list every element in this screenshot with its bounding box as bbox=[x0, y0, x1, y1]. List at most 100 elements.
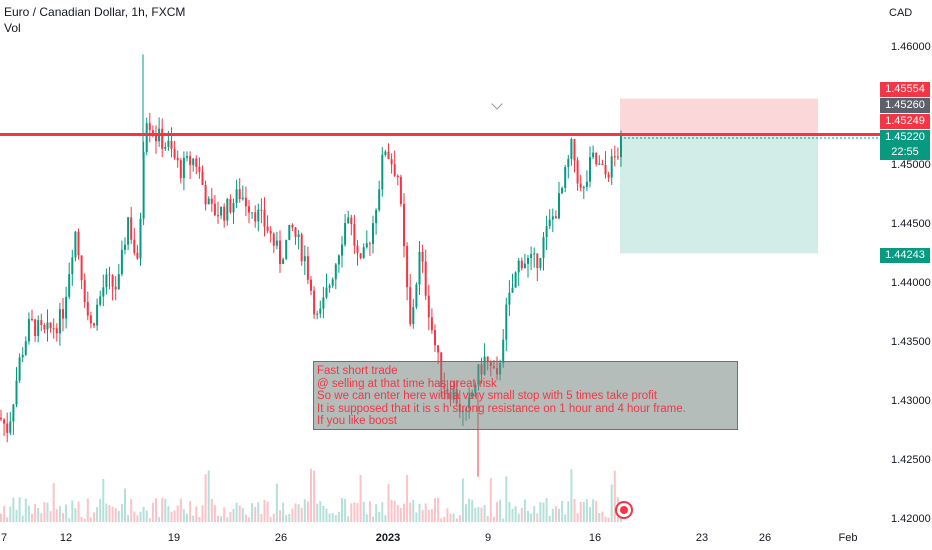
candle-body bbox=[111, 275, 114, 287]
volume-bar bbox=[517, 513, 520, 522]
volume-bar bbox=[523, 499, 526, 522]
volume-bar bbox=[437, 497, 440, 522]
time-axis-tick: 23 bbox=[696, 532, 708, 544]
candle-body bbox=[223, 206, 226, 221]
volume-bar bbox=[567, 501, 570, 522]
candle-body bbox=[117, 274, 120, 290]
candle-body bbox=[244, 197, 247, 207]
volume-bar bbox=[334, 515, 337, 522]
volume-bar bbox=[275, 483, 278, 522]
candle-body bbox=[210, 198, 213, 204]
volume-bar bbox=[468, 498, 471, 522]
candle-body bbox=[319, 308, 322, 314]
candle-body bbox=[368, 243, 371, 245]
candle-body bbox=[523, 263, 526, 269]
candle-body bbox=[353, 224, 356, 246]
volume-bar bbox=[173, 510, 176, 522]
volume-bar bbox=[52, 483, 55, 522]
price-axis-tick: 1.43500 bbox=[891, 336, 931, 348]
volume-bar bbox=[530, 513, 533, 522]
volume-bar bbox=[279, 510, 281, 522]
candle-body bbox=[520, 260, 523, 269]
candle-body bbox=[359, 253, 362, 258]
volume-bar bbox=[111, 506, 114, 522]
candle-body bbox=[527, 257, 529, 264]
candle-body bbox=[570, 139, 573, 159]
volume-bar bbox=[263, 499, 266, 522]
candle-body bbox=[418, 251, 421, 285]
volume-bar bbox=[192, 515, 195, 522]
volume-bar bbox=[539, 502, 542, 522]
volume-bar bbox=[99, 499, 102, 522]
volume-bar bbox=[406, 474, 409, 522]
volume-bar bbox=[155, 498, 157, 522]
candle-body bbox=[189, 156, 192, 166]
volume-label[interactable]: Vol bbox=[4, 21, 21, 35]
volume-bar bbox=[244, 514, 247, 522]
volume-bar bbox=[102, 478, 105, 522]
time-axis-tick: 9 bbox=[485, 532, 491, 544]
volume-bar bbox=[449, 513, 452, 522]
line-price-tag: 1.45249 bbox=[880, 114, 930, 129]
currency-label[interactable]: CAD bbox=[889, 7, 913, 19]
volume-bar bbox=[403, 503, 405, 522]
candle-body bbox=[176, 158, 179, 161]
candle-body bbox=[130, 217, 133, 240]
candle-body bbox=[601, 163, 604, 165]
candle-body bbox=[217, 215, 219, 217]
price-axis-tick: 1.42000 bbox=[891, 513, 931, 525]
volume-bar bbox=[316, 503, 319, 522]
candle-body bbox=[195, 158, 198, 167]
candle-body bbox=[248, 206, 250, 213]
candle-body bbox=[226, 199, 229, 221]
annotation-line: @ selling at that time has great risk bbox=[317, 377, 497, 390]
volume-bar bbox=[96, 507, 99, 522]
volume-bar bbox=[71, 500, 74, 522]
candle-body bbox=[412, 307, 415, 324]
volume-bar bbox=[313, 470, 316, 522]
candle-body bbox=[409, 287, 412, 324]
candle-body bbox=[207, 198, 210, 205]
canada-flag-icon[interactable] bbox=[615, 501, 633, 519]
candle-body bbox=[403, 203, 405, 247]
volume-bar bbox=[412, 500, 415, 522]
volume-bar bbox=[86, 498, 89, 522]
candle-body bbox=[375, 210, 378, 224]
volume-bar bbox=[133, 511, 136, 522]
volume-bar bbox=[272, 513, 275, 522]
candle-body bbox=[74, 231, 77, 258]
volume-bar bbox=[130, 499, 133, 522]
volume-bar bbox=[226, 517, 229, 522]
candle-body bbox=[34, 319, 37, 337]
volume-bar bbox=[341, 498, 343, 522]
symbol-title[interactable]: Euro / Canadian Dollar, 1h, FXCM bbox=[4, 5, 186, 19]
candle-body bbox=[322, 297, 325, 309]
text-annotation[interactable]: Fast short trade @ selling at that time … bbox=[313, 361, 738, 430]
volume-bar bbox=[142, 506, 145, 522]
volume-bar bbox=[533, 506, 536, 522]
volume-bar bbox=[266, 501, 269, 522]
volume-bar bbox=[220, 516, 223, 522]
volume-bar bbox=[465, 504, 467, 522]
volume-bar bbox=[77, 501, 80, 522]
volume-bar bbox=[421, 509, 424, 522]
candle-body bbox=[564, 167, 567, 189]
volume-bar bbox=[179, 498, 182, 522]
candle-body bbox=[155, 134, 157, 142]
volume-bar bbox=[120, 504, 123, 522]
volume-bar bbox=[561, 500, 564, 522]
candle-body bbox=[579, 183, 582, 188]
candle-body bbox=[124, 244, 126, 250]
volume-bar bbox=[486, 515, 489, 522]
volume-bar bbox=[213, 505, 216, 522]
volume-bar bbox=[601, 511, 604, 522]
volume-bar bbox=[260, 513, 263, 522]
volume-bar bbox=[158, 517, 161, 522]
volume-bar bbox=[176, 505, 179, 522]
volume-bar bbox=[189, 501, 192, 522]
candle-body bbox=[120, 249, 123, 275]
volume-bar bbox=[548, 515, 551, 522]
volume-bar bbox=[564, 514, 567, 522]
